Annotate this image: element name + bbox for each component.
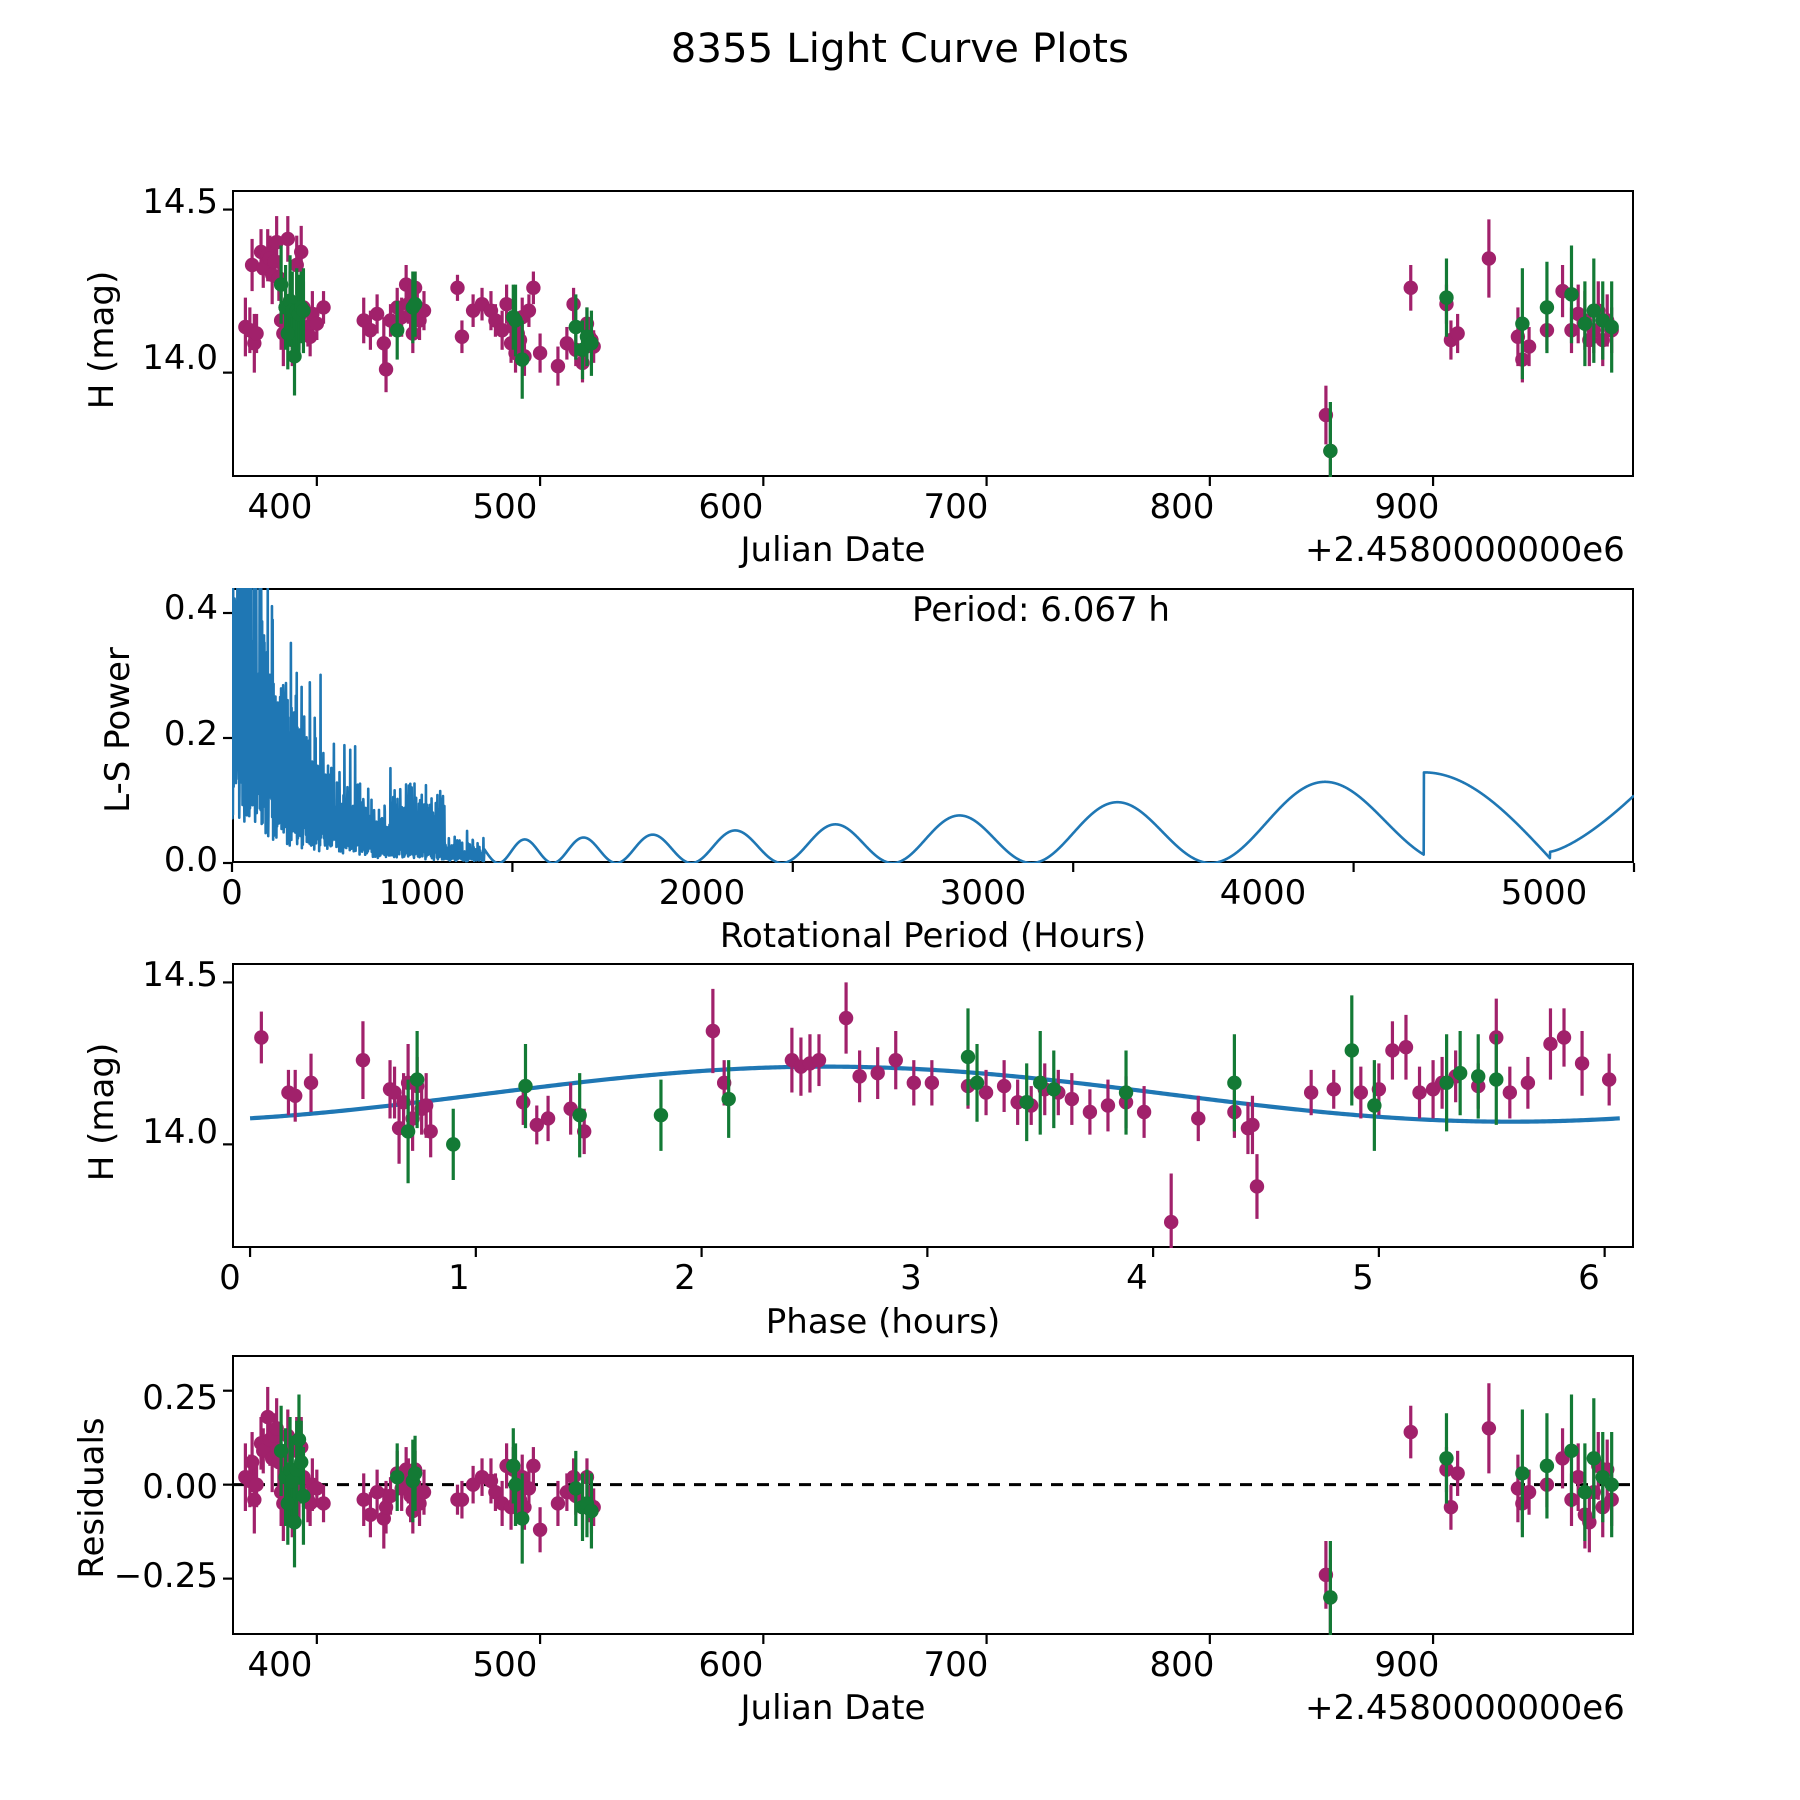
- series-c-band: [400, 995, 1504, 1184]
- series-c-band: [273, 1394, 1619, 1635]
- series-o-band: [238, 1383, 1619, 1635]
- xtick-phase-1: 1: [448, 1258, 470, 1298]
- xtick-residuals-1: 500: [472, 1645, 538, 1685]
- sinusoid-fit-curve: [249, 1064, 1620, 1124]
- ytick-residuals-1: 0.00: [142, 1467, 218, 1507]
- xtick-phase-5: 5: [1352, 1258, 1374, 1298]
- xtick-periodogram-1: 1000: [378, 873, 466, 913]
- ytick-raw-1: 14.0: [142, 338, 218, 378]
- xtick-periodogram-2: 2000: [658, 873, 746, 913]
- ytick-periodogram-2: 0.0: [163, 840, 218, 880]
- xtick-phase-0: 0: [219, 1258, 241, 1298]
- period-annotation: Period: 6.067 h: [912, 590, 1170, 630]
- plot-canvas-raw: [223, 208, 1619, 486]
- xtick-periodogram-3: 3000: [939, 873, 1027, 913]
- axis-label-x-residuals: Julian Date: [740, 1688, 926, 1728]
- ytick-residuals-0: 0.25: [142, 1378, 218, 1418]
- xtick-periodogram-5: 5000: [1500, 873, 1588, 913]
- xtick-raw-5: 900: [1374, 487, 1440, 527]
- xtick-residuals-0: 400: [247, 1645, 313, 1685]
- xtick-residuals-5: 900: [1374, 1645, 1440, 1685]
- tick-marks: [315, 477, 1435, 486]
- tick-marks: [248, 1248, 1606, 1257]
- xtick-raw-0: 400: [247, 487, 313, 527]
- ytick-phase-0: 14.5: [142, 955, 218, 995]
- ytick-phase-1: 14.0: [142, 1112, 218, 1152]
- axis-offset-raw: +2.4580000000e6: [1305, 530, 1625, 570]
- axis-label-x-periodogram: Rotational Period (Hours): [719, 916, 1147, 956]
- xtick-raw-4: 800: [1149, 487, 1215, 527]
- plot-canvas-phase: [223, 981, 1620, 1257]
- xtick-phase-4: 4: [1126, 1258, 1148, 1298]
- tick-marks: [230, 863, 1636, 872]
- plot-canvas-periodogram: [223, 588, 1636, 872]
- tick-marks: [315, 1635, 1435, 1644]
- xtick-residuals-3: 700: [923, 1645, 989, 1685]
- page-title: 8355 Light Curve Plots: [670, 26, 1130, 72]
- periodogram-curve: [232, 588, 1634, 863]
- xtick-raw-1: 500: [472, 487, 538, 527]
- axes-frame-raw: [232, 190, 1634, 477]
- tick-marks: [223, 208, 232, 374]
- axes-frame-phase: [232, 963, 1634, 1248]
- xtick-phase-6: 6: [1578, 1258, 1600, 1298]
- tick-marks: [223, 1389, 232, 1580]
- xtick-raw-3: 700: [923, 487, 989, 527]
- ytick-raw-0: 14.5: [142, 182, 218, 222]
- xtick-residuals-4: 800: [1149, 1645, 1215, 1685]
- tick-marks: [223, 611, 232, 865]
- axes-frame-residuals: [232, 1355, 1634, 1635]
- axis-offset-residuals: +2.4580000000e6: [1305, 1688, 1625, 1728]
- xtick-periodogram-0: 0: [221, 873, 243, 913]
- axis-label-x-phase: Phase (hours): [765, 1302, 1001, 1342]
- xtick-phase-3: 3: [900, 1258, 922, 1298]
- xtick-phase-2: 2: [674, 1258, 696, 1298]
- xtick-residuals-2: 600: [698, 1645, 764, 1685]
- axis-label-x-raw: Julian Date: [740, 530, 926, 570]
- series-c-band: [273, 245, 1619, 477]
- ytick-periodogram-0: 0.4: [163, 588, 218, 628]
- xtick-raw-2: 600: [698, 487, 764, 527]
- xtick-periodogram-4: 4000: [1219, 873, 1307, 913]
- tick-marks: [223, 981, 232, 1146]
- ytick-periodogram-1: 0.2: [163, 714, 218, 754]
- ytick-residuals-2: −0.25: [113, 1556, 218, 1596]
